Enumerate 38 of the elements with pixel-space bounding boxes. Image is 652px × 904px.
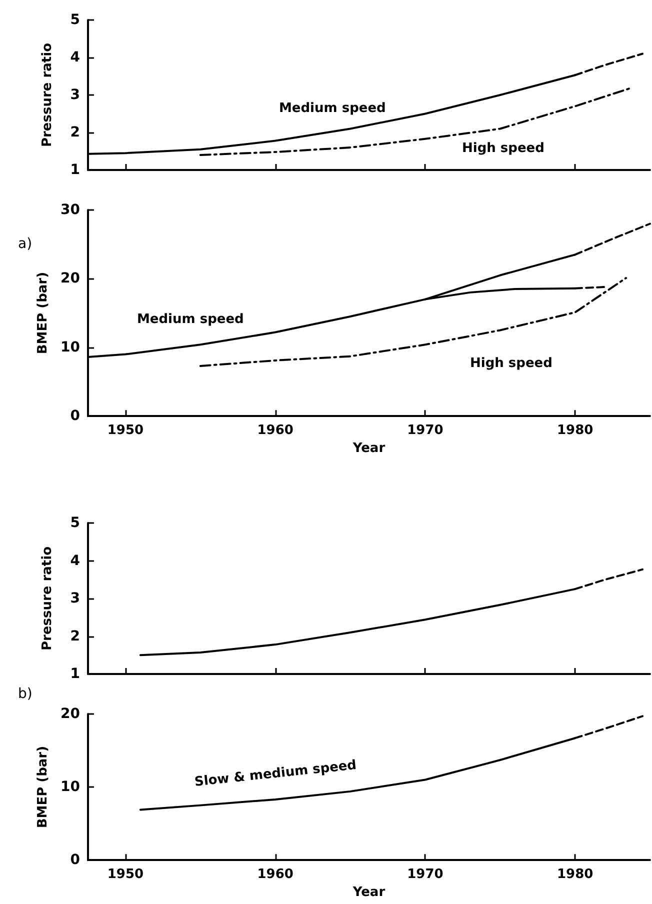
y-tick-label: 10: [60, 339, 80, 356]
x-axis-title: Year: [352, 885, 386, 900]
y-tick-label: 20: [60, 270, 80, 287]
text: Slow & medium speed: [194, 758, 358, 790]
x-tick-label: 1960: [257, 423, 294, 438]
y-tick-label: 3: [70, 590, 80, 606]
y-tick-label: 5: [70, 12, 80, 28]
text: b): [18, 686, 32, 702]
y-tick-label: 30: [60, 202, 80, 218]
x-tick-label: 1970: [407, 867, 444, 882]
x-tick-label: 1980: [556, 423, 594, 438]
y-tick-label: 2: [70, 628, 80, 644]
x-tick-label: 1980: [556, 867, 594, 882]
y-axis-title: Pressure ratio: [40, 546, 55, 651]
y-tick-label: 0: [70, 408, 80, 424]
y-tick-label: 1: [70, 162, 80, 178]
y-tick-label: 5: [70, 515, 80, 531]
x-axis-title: Year: [352, 441, 386, 456]
y-axis-title: BMEP (bar): [36, 746, 51, 828]
y-tick-label: 10: [60, 779, 80, 796]
series-label: High speed: [470, 356, 552, 371]
x-tick-label: 1950: [107, 867, 144, 882]
x-tick-label: 1950: [107, 423, 144, 438]
y-tick-label: 20: [60, 706, 80, 722]
y-tick-label: 4: [70, 50, 80, 66]
y-tick-label: 2: [70, 124, 80, 140]
series-label: High speed: [462, 141, 544, 156]
series-label: Medium speed: [137, 312, 244, 327]
y-tick-label: 1: [70, 666, 80, 682]
y-tick-label: 3: [70, 87, 80, 103]
x-tick-label: 1960: [257, 867, 294, 882]
y-tick-label: 4: [70, 552, 80, 569]
x-tick-label: 1970: [407, 423, 444, 438]
text: a): [18, 236, 32, 252]
y-axis-title: Pressure ratio: [40, 42, 55, 148]
y-tick-label: 0: [70, 852, 80, 868]
y-axis-title: BMEP (bar): [36, 272, 51, 354]
series-label: Medium speed: [279, 101, 386, 116]
